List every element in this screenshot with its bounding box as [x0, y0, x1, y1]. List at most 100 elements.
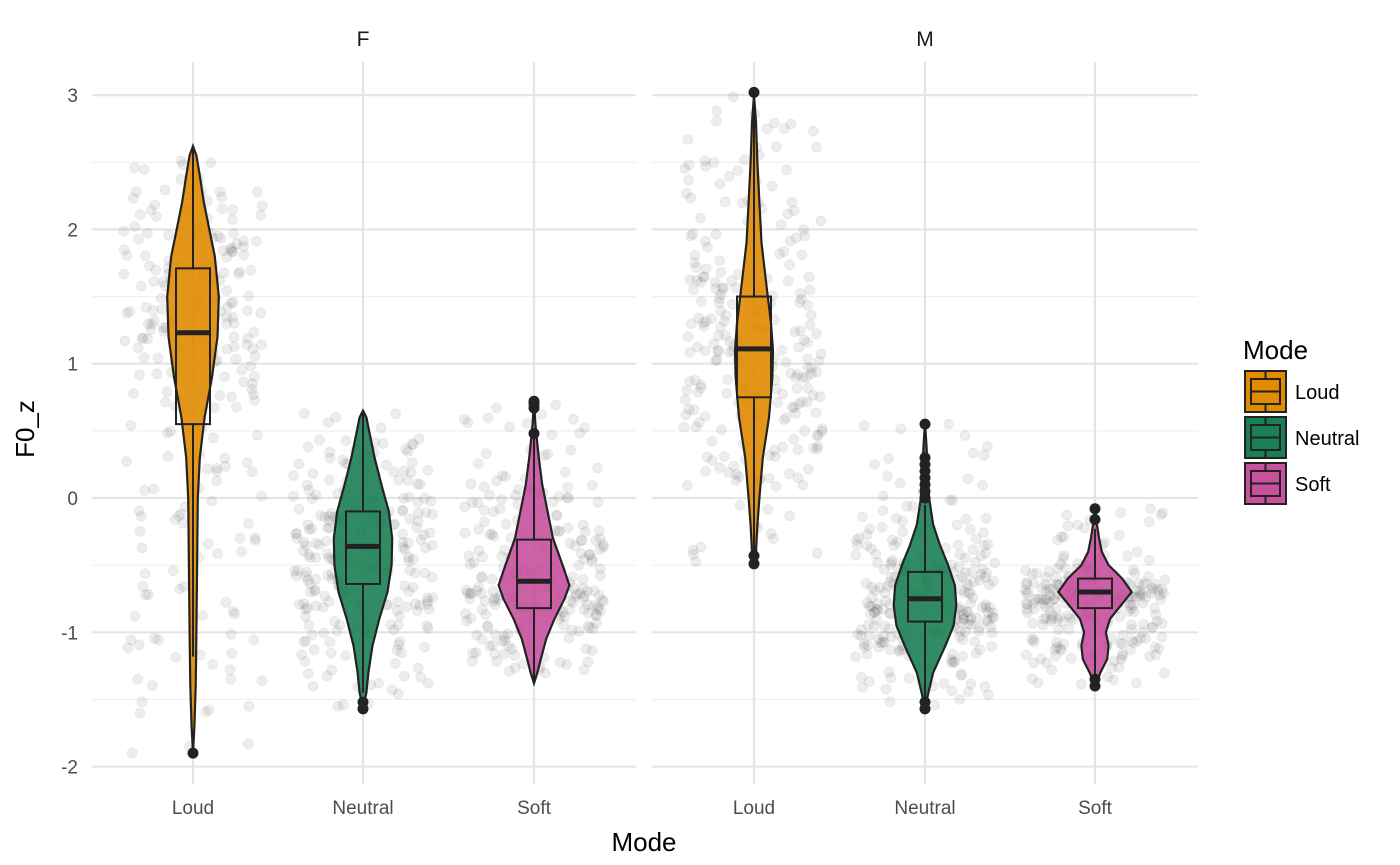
jitter-point: [227, 605, 239, 617]
jitter-point: [256, 490, 268, 502]
jitter-point: [227, 204, 239, 216]
jitter-point: [885, 631, 897, 643]
jitter-point: [133, 639, 145, 651]
jitter-point: [1128, 637, 1140, 649]
jitter-point: [693, 312, 705, 324]
jitter-point: [129, 162, 140, 174]
jitter-point: [590, 535, 602, 547]
jitter-point: [1067, 614, 1079, 626]
jitter-point: [297, 545, 309, 557]
jitter-point: [985, 621, 996, 633]
jitter-point: [230, 401, 242, 413]
jitter-point: [857, 511, 868, 523]
jitter-point: [313, 434, 325, 446]
jitter-point: [948, 656, 960, 668]
jitter-point: [1126, 602, 1138, 614]
jitter-point: [584, 622, 595, 634]
jitter-point: [582, 620, 594, 632]
jitter-point: [958, 614, 970, 626]
jitter-point: [791, 382, 803, 394]
jitter-point: [967, 592, 979, 604]
jitter-point: [230, 353, 242, 365]
jitter-point: [403, 555, 414, 567]
jitter-point: [863, 630, 875, 641]
jitter-point: [491, 655, 503, 667]
jitter-point: [568, 413, 579, 425]
jitter-point: [802, 463, 814, 475]
jitter-point: [496, 493, 508, 505]
jitter-point: [133, 505, 145, 517]
jitter-point: [776, 344, 788, 356]
jitter-point: [722, 374, 734, 386]
jitter-point: [129, 220, 141, 232]
jitter-point: [394, 610, 406, 622]
jitter-point: [895, 423, 907, 435]
jitter-point: [388, 466, 400, 478]
jitter-point: [221, 343, 233, 355]
jitter-point: [211, 462, 223, 474]
jitter-point: [986, 641, 998, 652]
jitter-point: [589, 585, 600, 597]
jitter-point: [1113, 529, 1125, 541]
jitter-point: [1062, 520, 1074, 532]
jitter-point: [965, 612, 977, 624]
jitter-point: [391, 644, 403, 656]
jitter-point: [320, 535, 332, 547]
jitter-point: [207, 658, 219, 670]
jitter-point: [592, 601, 604, 612]
jitter-point: [221, 301, 233, 313]
jitter-point: [815, 215, 827, 227]
violin-layer: [166, 86, 1134, 759]
jitter-point: [1136, 626, 1148, 638]
jitter-point: [778, 414, 790, 426]
jitter-point: [811, 430, 823, 442]
legend-item-neutral: Neutral: [1244, 416, 1359, 459]
jitter-point: [510, 490, 522, 501]
jitter-point: [1156, 618, 1168, 629]
jitter-point: [1038, 613, 1049, 625]
box-loud: [175, 267, 211, 426]
jitter-point: [133, 233, 144, 245]
jitter-point: [1140, 633, 1152, 644]
jitter-point: [965, 678, 977, 690]
jitter-point: [962, 473, 974, 485]
jitter-point: [132, 673, 144, 685]
jitter-point: [593, 590, 605, 602]
jitter-point: [577, 583, 589, 594]
jitter-point: [1050, 650, 1061, 662]
jitter-point: [861, 648, 873, 660]
jitter-point: [298, 408, 310, 420]
jitter-point: [687, 548, 699, 560]
jitter-point: [723, 467, 735, 479]
jitter-point: [981, 614, 993, 626]
jitter-point: [490, 402, 502, 414]
jitter-point: [974, 621, 986, 633]
jitter-point: [242, 738, 254, 750]
jitter-point: [127, 192, 139, 204]
jitter-point: [293, 458, 305, 470]
jitter-point: [422, 622, 434, 634]
jitter-point: [810, 328, 822, 340]
jitter-point: [682, 331, 694, 343]
jitter-point: [129, 610, 141, 622]
jitter-point: [251, 429, 263, 441]
jitter-point: [575, 548, 587, 559]
jitter-point: [689, 257, 700, 269]
jitter-point: [304, 578, 316, 590]
jitter-point: [794, 325, 806, 337]
y-tick-label: 0: [67, 489, 78, 510]
jitter-point: [398, 670, 410, 682]
jitter-point: [134, 525, 146, 537]
jitter-point: [1123, 605, 1135, 617]
jitter-point: [954, 549, 966, 561]
jitter-point: [715, 266, 727, 278]
jitter-point: [566, 624, 578, 636]
jitter-point: [308, 644, 320, 656]
jitter-point: [802, 299, 814, 311]
jitter-point: [684, 274, 696, 286]
jitter-point: [249, 350, 261, 362]
jitter-point: [1155, 509, 1167, 521]
jitter-point: [706, 436, 718, 447]
jitter-point: [467, 497, 479, 509]
jitter-point: [699, 345, 711, 357]
